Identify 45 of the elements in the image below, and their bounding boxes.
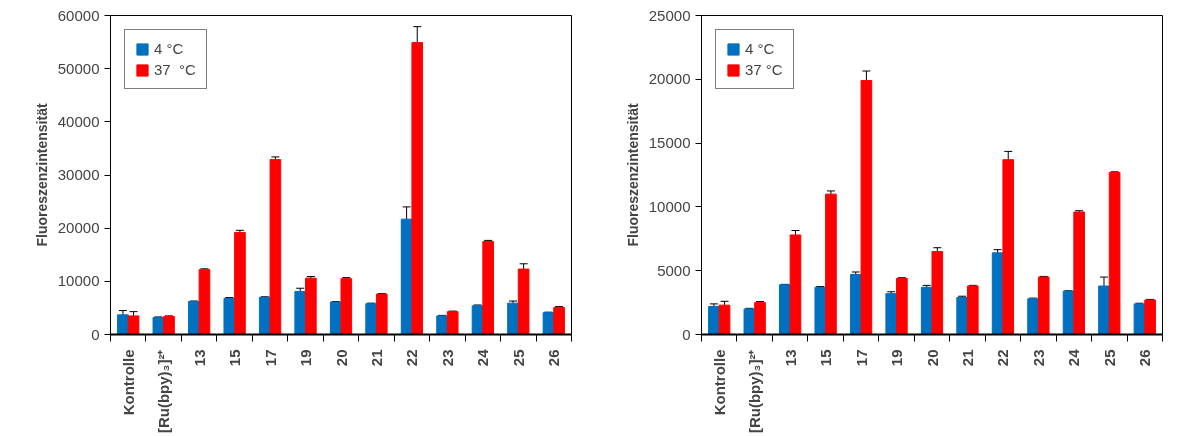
x-tick-label: 17 (852, 349, 870, 367)
x-tick-label: 26 (545, 349, 563, 367)
x-tick-label: [Ru(bpy)₃]²⁺ (155, 349, 173, 434)
x-tick-label: Kontrolle (119, 349, 137, 416)
y-axis-title: Fluoreszenzintensität (33, 103, 50, 247)
legend-label: 37 °C (745, 61, 783, 78)
x-tick-label: 23 (1029, 349, 1047, 367)
x-tick-label: 15 (817, 349, 835, 367)
x-tick-label: 24 (1065, 348, 1083, 367)
x-tick-label: 17 (261, 349, 279, 367)
y-tick-label: 5000 (657, 261, 691, 279)
y-axis-title: Fluoreszenzintensität (624, 103, 641, 247)
y-tick-label: 30000 (57, 166, 100, 183)
x-tick-label: 19 (297, 349, 315, 367)
y-tick-label: 10000 (57, 272, 100, 290)
y-tick-label: 20000 (57, 219, 100, 237)
x-tick-label: 24 (474, 348, 492, 367)
x-tick-label: 13 (190, 349, 208, 367)
y-tick-label: 10000 (648, 197, 691, 215)
y-tick-label: 15000 (648, 134, 691, 152)
x-tick-label: 26 (1136, 349, 1154, 367)
x-tick-label: 19 (888, 349, 906, 367)
y-tick-label: 50000 (57, 59, 100, 77)
y-tick-label: 0 (91, 325, 100, 343)
y-tick-label: 40000 (57, 112, 100, 130)
x-tick-label: 25 (509, 349, 527, 367)
x-tick-label: 23 (438, 349, 456, 367)
x-tick-label: 15 (226, 349, 244, 367)
y-tick-label: 60000 (57, 6, 100, 24)
legend-label: 4 °C (745, 40, 775, 57)
legend-label: 4 °C (154, 40, 184, 57)
x-tick-label: 13 (781, 349, 799, 367)
x-tick-label: 20 (923, 349, 941, 367)
x-tick-label: 21 (958, 349, 976, 367)
legend-label: 37 °C (154, 61, 196, 78)
y-tick-label: 0 (682, 325, 691, 343)
x-tick-label: Kontrolle (710, 349, 728, 416)
y-tick-label: 20000 (648, 70, 691, 88)
x-tick-label: 22 (994, 349, 1012, 367)
x-tick-label: [Ru(bpy)₃]²⁺ (746, 349, 764, 434)
y-tick-label: 25000 (648, 6, 691, 24)
x-tick-label: 20 (332, 349, 350, 367)
x-tick-label: 22 (403, 349, 421, 367)
x-tick-label: 21 (367, 349, 385, 367)
x-tick-label: 25 (1100, 349, 1118, 367)
